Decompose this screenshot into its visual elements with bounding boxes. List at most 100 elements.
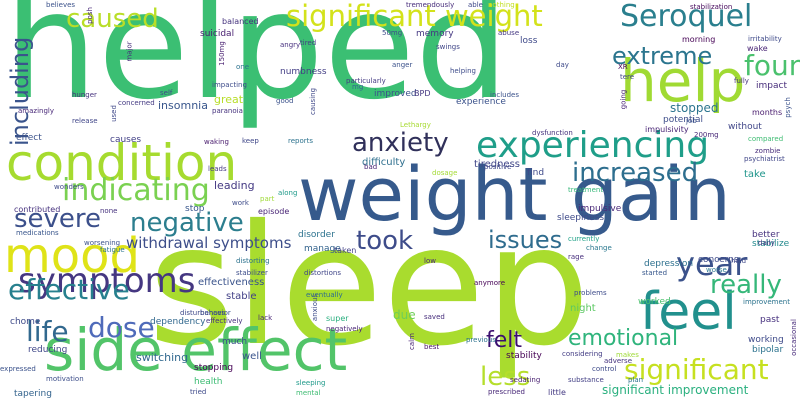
- word-causing: causing: [309, 87, 318, 116]
- word-impacting: posh: [85, 7, 94, 24]
- word-depression: depression: [644, 259, 694, 269]
- word-experience: experience: [456, 97, 506, 107]
- word-amazingly: fatigue: [100, 246, 125, 254]
- word-best: best: [424, 343, 440, 351]
- word-lot: chome: [10, 317, 41, 327]
- word-wake: wake: [747, 44, 768, 53]
- word-compared: going: [619, 89, 628, 110]
- word-caused: caused: [66, 4, 159, 34]
- word-tiredness: tiredness: [474, 159, 521, 170]
- word-eventually: eventually: [306, 291, 343, 299]
- word-disorder: disorder: [298, 230, 335, 240]
- word-dose: dose: [88, 311, 155, 344]
- word-health: health: [194, 377, 223, 387]
- word-major: concerned: [118, 99, 155, 107]
- word-great: great: [214, 93, 244, 106]
- word-effectively: distorting: [236, 257, 270, 265]
- word-irritability: 200mg: [694, 131, 719, 139]
- word-particularly: paranoia: [212, 107, 243, 115]
- word-emotional: emotional: [568, 326, 679, 351]
- word-past: past: [760, 315, 780, 325]
- word-helped: helped: [4, 0, 509, 132]
- word-effectiveness: effectiveness: [198, 277, 265, 288]
- word-numbness: numbness: [280, 67, 327, 77]
- word-reducing: reducing: [28, 345, 68, 355]
- word-working: working: [748, 335, 784, 345]
- word-sleeping: plan: [628, 376, 644, 384]
- word-stopped: stopped: [670, 101, 719, 115]
- word-low: low: [424, 257, 436, 265]
- word-tired: tired: [300, 39, 317, 47]
- word-anxiety: anxiety: [352, 128, 449, 158]
- word-150mg: one: [236, 63, 250, 71]
- word-Lethargy: bad: [364, 163, 378, 171]
- word-memory: memory: [416, 29, 454, 39]
- word-found: found: [744, 49, 800, 82]
- word-potential: potential: [663, 115, 704, 125]
- word-seroquel: Seroquel: [620, 0, 753, 34]
- word-previous: previous: [466, 336, 496, 344]
- word-50mg: good: [276, 97, 294, 105]
- word-help: help: [620, 47, 746, 115]
- word-believes: believes: [46, 1, 76, 9]
- word-due: due: [393, 308, 416, 322]
- word-severe: severe: [14, 204, 102, 234]
- word-keep: keep: [242, 137, 259, 145]
- word-abuse: abuse: [498, 29, 520, 37]
- word-good: impacting: [212, 81, 247, 89]
- word-switching: switching: [136, 351, 189, 364]
- word-self: major: [125, 41, 134, 62]
- word-including: including: [6, 36, 34, 146]
- word-experiencing: experiencing: [476, 125, 710, 166]
- word-mood: mood: [4, 228, 140, 284]
- word-currently: currently: [568, 235, 600, 243]
- word-hold: hold: [731, 257, 747, 265]
- word-psychiatrist: compared: [748, 135, 784, 143]
- word-life: life: [26, 315, 69, 348]
- word-swings: swings: [436, 43, 460, 51]
- word-withdrawal-symptoms: withdrawal symptoms: [126, 234, 292, 252]
- word-considering: considering: [562, 350, 603, 358]
- word-tere: particularly: [346, 77, 386, 85]
- word-stabilizer: stabilizer: [236, 269, 268, 277]
- word-causes: causes: [110, 135, 142, 145]
- word-managing: dosage: [432, 169, 458, 177]
- word-day: 150mg: [217, 41, 226, 66]
- word-insomnia: insomnia: [158, 99, 208, 112]
- word-negatively: distortions: [304, 269, 341, 277]
- word-bad: along: [278, 189, 298, 197]
- word-worsening: motivation: [46, 375, 84, 383]
- word-felt: felt: [486, 328, 523, 353]
- word-find: find: [527, 168, 545, 178]
- word-weight-gain: weight gain: [298, 152, 731, 238]
- word-started: started: [642, 269, 668, 277]
- word-hunger: release: [72, 117, 98, 125]
- word-morning: morning: [682, 35, 716, 44]
- word-XR: 50mg: [382, 29, 403, 37]
- word-BPD: BPD: [414, 89, 431, 98]
- word-treatment: treatment: [568, 186, 604, 194]
- word-one: self: [160, 89, 173, 97]
- word-reports: reports: [288, 137, 314, 145]
- word-significant: significant: [624, 353, 769, 386]
- word-night: night: [570, 303, 596, 314]
- word-problems: Lethargy: [400, 121, 431, 129]
- word-anger: anger: [392, 61, 413, 69]
- word-anxious: effectively: [206, 317, 243, 325]
- word-concerns: concerns: [698, 255, 739, 265]
- word-sleep: sleep: [148, 190, 591, 383]
- word-work: fully: [734, 77, 749, 85]
- word-along: irritability: [748, 35, 782, 43]
- word-worse: worse: [706, 266, 727, 274]
- word-extreme: extreme: [612, 42, 713, 70]
- word-mg: mg: [352, 83, 364, 91]
- word-tried: mental: [296, 389, 321, 397]
- word-significant-weight: significant weight: [286, 0, 543, 33]
- word-concerned: hunger: [72, 91, 97, 99]
- word-zombie: zombie: [755, 147, 781, 155]
- word-stop: stop: [185, 204, 205, 214]
- word-expressed: expressed: [0, 365, 36, 373]
- word-waking: waking: [204, 138, 229, 146]
- word-release: amazingly: [18, 107, 54, 115]
- word-calm: calm: [407, 333, 416, 350]
